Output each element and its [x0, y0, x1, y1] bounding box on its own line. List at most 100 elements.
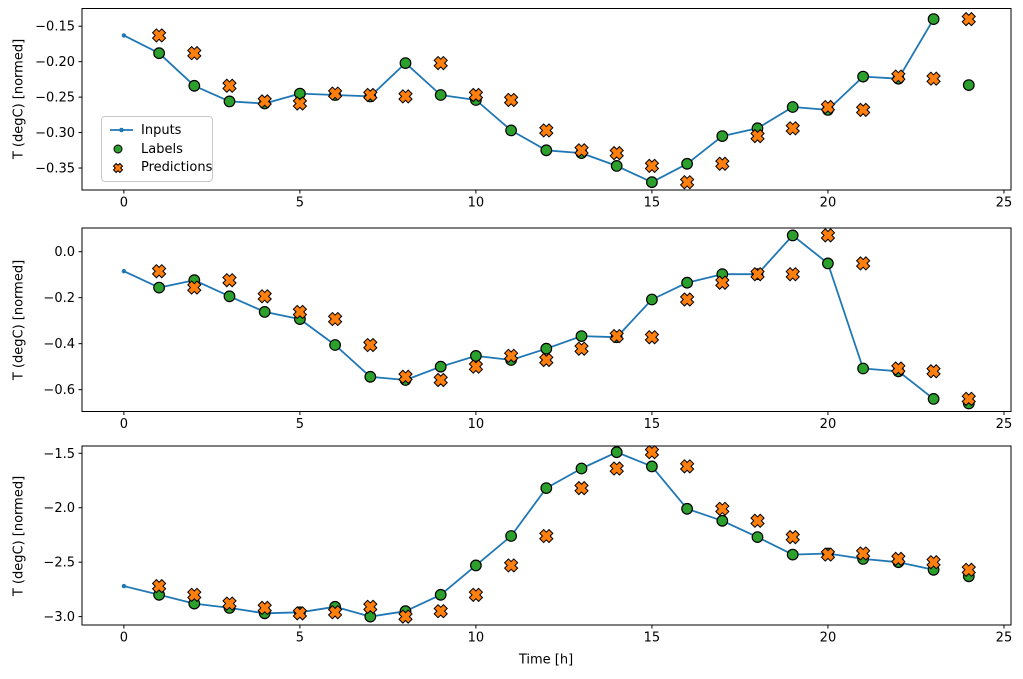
legend-circle: [113, 144, 123, 154]
label-point: [681, 276, 693, 289]
prediction-point: [468, 587, 484, 603]
prediction-point: [785, 266, 800, 282]
prediction-point: [151, 263, 167, 279]
prediction-point: [679, 459, 695, 474]
prediction-point: [961, 562, 976, 578]
label-point: [540, 482, 553, 495]
prediction-point: [292, 304, 308, 320]
label-point: [927, 13, 940, 26]
prediction-point: [187, 280, 202, 295]
label-point: [575, 330, 588, 343]
prediction-point: [785, 121, 800, 136]
prediction-point: [961, 11, 976, 27]
label-point: [434, 588, 447, 601]
x-tick-label: 15: [644, 417, 661, 432]
legend-label-inputs: Inputs: [141, 122, 182, 138]
y-tick-label: −3.0: [43, 610, 75, 625]
prediction-point: [187, 45, 202, 61]
prediction-point: [222, 78, 237, 94]
prediction-point: [327, 86, 343, 101]
prediction-point: [222, 596, 237, 611]
y-tick-label: −0.35: [35, 162, 75, 177]
prediction-point: [433, 603, 448, 619]
prediction-point: [539, 528, 554, 544]
x-tick-label: 25: [996, 417, 1013, 432]
prediction-point: [715, 275, 730, 290]
labels-markers: [153, 229, 975, 410]
y-axis-label-subplot-3: T (degC) [normed]: [11, 475, 27, 597]
x-ticks: 0 5 10 15 20 25: [120, 190, 1012, 211]
prediction-point: [750, 266, 765, 282]
label-point: [223, 95, 236, 108]
prediction-point: [503, 348, 519, 364]
prediction-point: [398, 89, 413, 104]
label-point: [329, 339, 342, 351]
prediction-point: [539, 123, 554, 138]
prediction-point: [679, 292, 695, 307]
predictions-markers: [151, 444, 976, 624]
prediction-point: [609, 328, 624, 344]
y-tick-label: −0.4: [43, 337, 75, 352]
prediction-point: [679, 174, 695, 190]
prediction-point: [151, 28, 167, 43]
predictions-markers: [151, 228, 976, 407]
label-point: [364, 370, 377, 383]
x-tick-label: 20: [820, 417, 837, 432]
x-tick-label: 5: [296, 417, 304, 432]
prediction-point: [644, 158, 660, 174]
label-point: [399, 57, 412, 69]
label-point: [258, 306, 271, 318]
x-tick-label: 0: [120, 417, 128, 432]
prediction-point: [574, 341, 589, 356]
legend-label-labels: Labels: [141, 141, 183, 157]
prediction-point: [433, 55, 448, 71]
x-tick-label: 25: [996, 196, 1013, 211]
prediction-point: [926, 71, 941, 86]
labels-markers: [153, 446, 975, 623]
prediction-point: [363, 87, 378, 103]
prediction-point: [468, 87, 484, 103]
label-point: [540, 342, 553, 355]
y-tick-label: −0.25: [35, 91, 75, 106]
axes-border: [81, 227, 1012, 412]
legend-item-inputs: Inputs: [108, 121, 206, 140]
prediction-point: [820, 228, 836, 243]
prediction-point: [257, 289, 272, 304]
label-point: [646, 460, 658, 473]
label-point: [822, 257, 834, 270]
label-point: [188, 79, 201, 92]
label-point: [470, 559, 482, 572]
legend-item-predictions: Predictions: [108, 158, 212, 177]
prediction-point: [715, 501, 730, 517]
legend-x: [112, 162, 124, 173]
prediction-point: [327, 311, 343, 327]
prediction-point: [503, 92, 519, 108]
legend-item-labels: Labels: [108, 140, 206, 159]
label-point: [505, 530, 518, 542]
label-point: [857, 70, 869, 83]
label-point: [681, 157, 693, 170]
prediction-point: [398, 369, 413, 385]
prediction-point: [644, 329, 660, 345]
x-ticks: 0 5 10 15 20 25: [120, 411, 1013, 432]
prediction-point: [785, 529, 800, 545]
legend: Inputs Labels Predictions: [101, 116, 213, 182]
label-point: [153, 281, 166, 294]
label-point: [294, 87, 306, 100]
prediction-point: [926, 554, 941, 570]
x-tick-label: 15: [644, 631, 661, 646]
prediction-point: [363, 337, 378, 353]
axes-border: [81, 8, 1012, 191]
prediction-point: [292, 606, 308, 621]
prediction-point: [327, 605, 343, 620]
y-axis-label-subplot-1: T (degC) [normed]: [11, 38, 27, 160]
prediction-point: [820, 99, 836, 115]
label-point: [716, 130, 729, 143]
label-point: [470, 350, 482, 362]
x-tick-label: 10: [468, 417, 485, 432]
label-point: [223, 290, 236, 303]
prediction-point: [750, 513, 765, 529]
prediction-point: [891, 361, 906, 376]
